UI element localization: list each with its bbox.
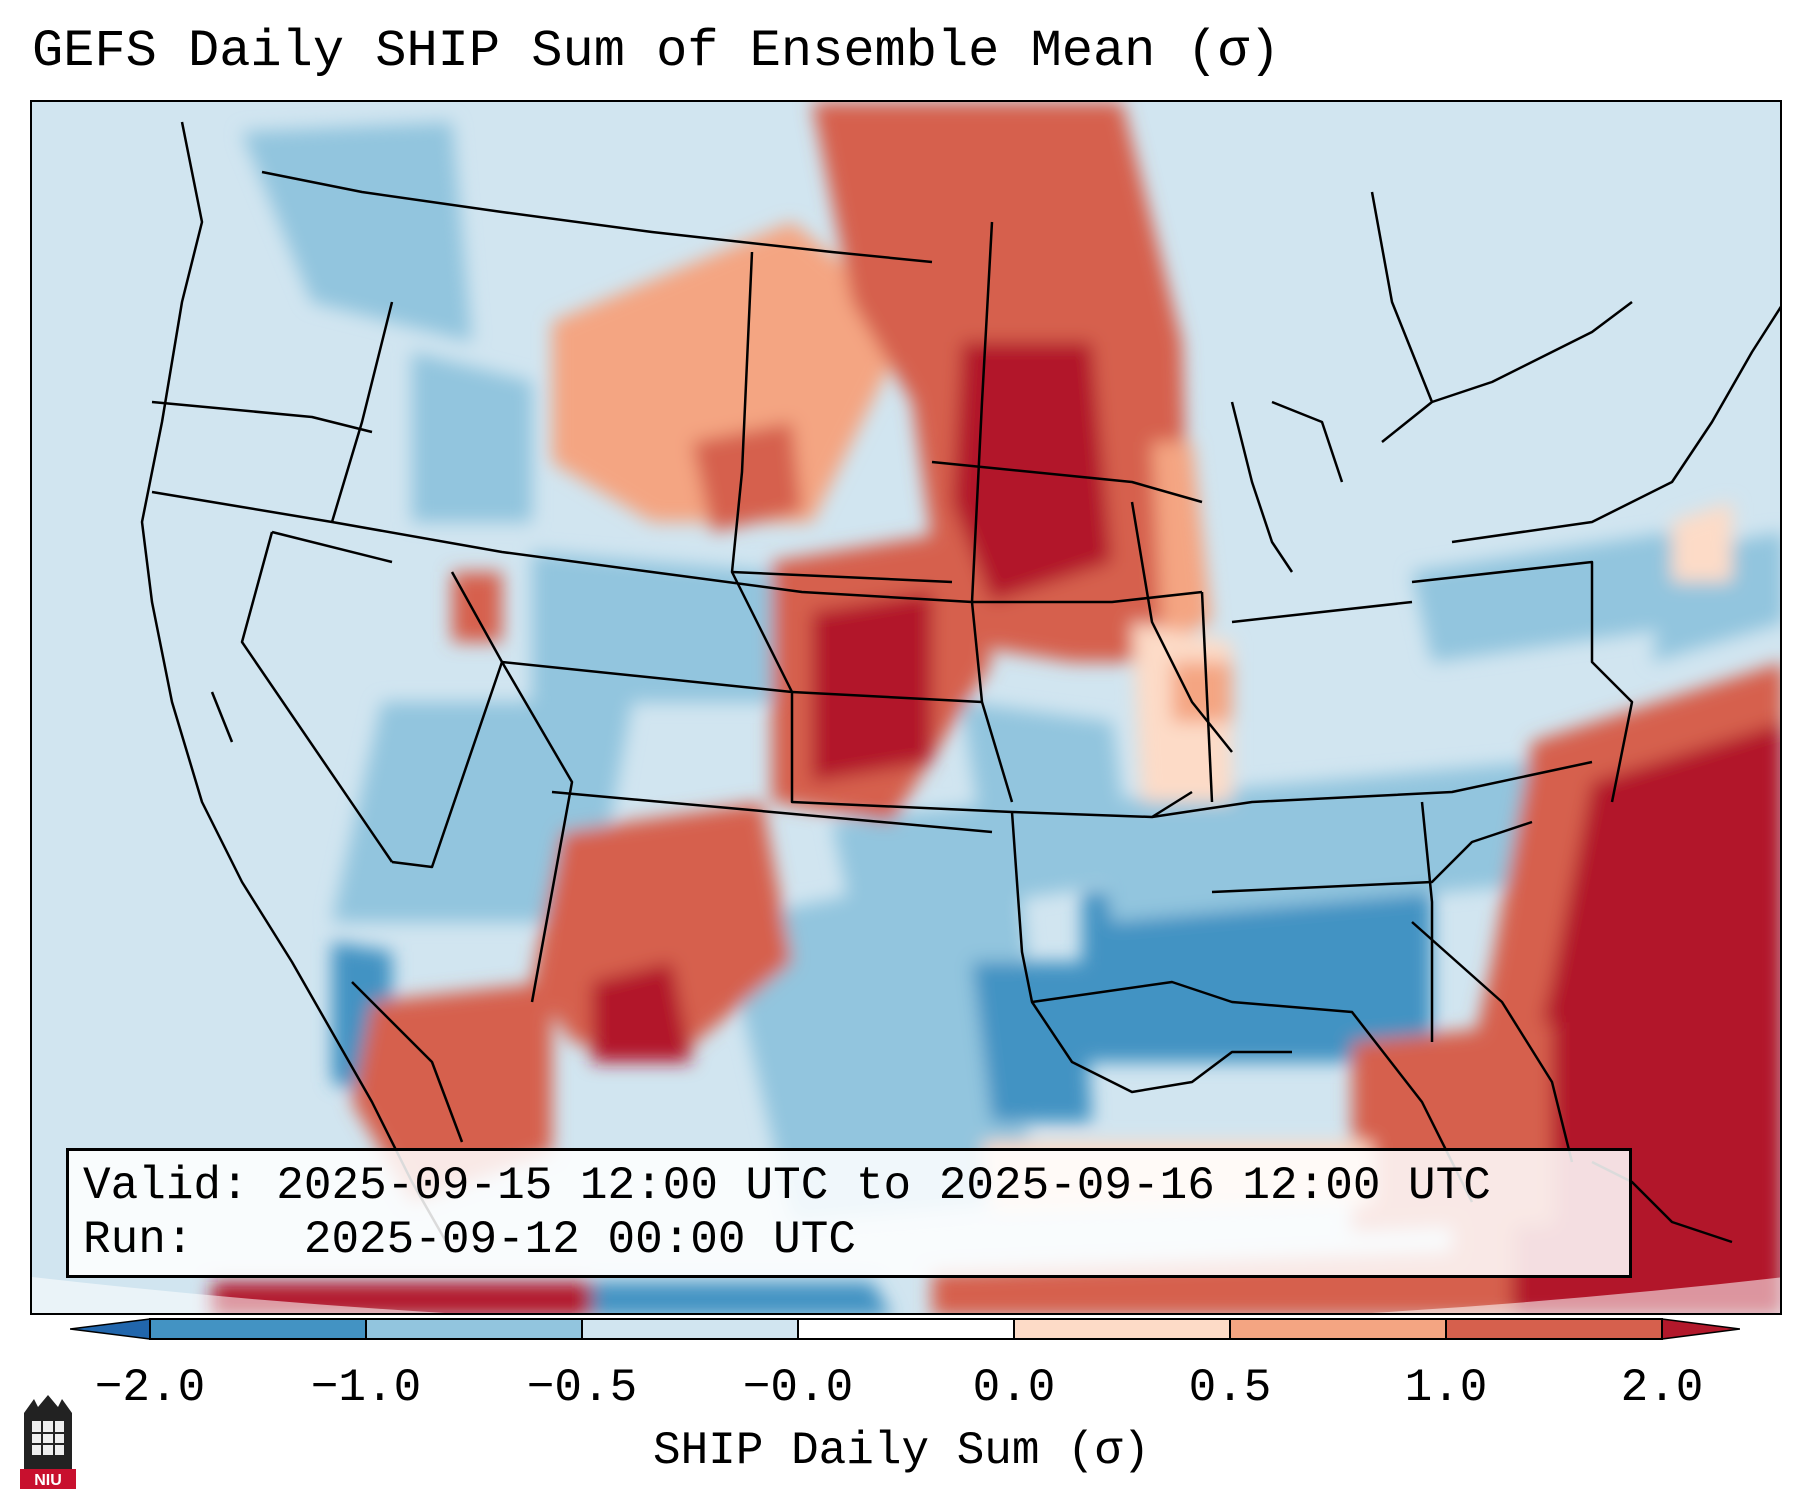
colorbar-tick-label: 0.0 [972,1362,1056,1414]
colorbar-tick-label: 0.5 [1188,1362,1272,1414]
valid-value: 2025-09-15 12:00 UTC to 2025-09-16 12:00… [276,1160,1491,1212]
validity-info-box: Valid: 2025-09-15 12:00 UTC to 2025-09-1… [66,1148,1632,1278]
state-boundaries [140,121,1780,1253]
colorbar-segment-2 [582,1319,798,1339]
run-row: Run: 2025-09-12 00:00 UTC [83,1213,1629,1267]
colorbar-tick-label: −0.0 [742,1362,854,1414]
colorbar [70,1318,1740,1340]
map-panel[interactable] [30,100,1782,1315]
colorbar-segment-6 [1446,1319,1662,1339]
colorbar-tick-label: −2.0 [94,1362,206,1414]
colorbar-segment-3 [798,1319,1014,1339]
niu-logo-icon: NIU [20,1395,76,1489]
niu-logo-text: NIU [34,1472,62,1489]
map-title: GEFS Daily SHIP Sum of Ensemble Mean (σ) [32,22,1281,81]
colorbar-extend-high [1661,1318,1740,1340]
colorbar-tick-label: 2.0 [1620,1362,1704,1414]
colorbar-tick-label: −1.0 [310,1362,422,1414]
run-label: Run: [83,1214,194,1266]
colorbar-segment-1 [366,1319,582,1339]
colorbar-segment-0 [150,1319,366,1339]
valid-label: Valid: [83,1160,249,1212]
colorbar-extend-low [70,1318,151,1340]
colorbar-segment-5 [1230,1319,1446,1339]
run-value: 2025-09-12 00:00 UTC [303,1214,856,1266]
colorbar-tick-label: 1.0 [1404,1362,1488,1414]
colorbar-label: SHIP Daily Sum (σ) [653,1425,1150,1477]
valid-row: Valid: 2025-09-15 12:00 UTC to 2025-09-1… [83,1159,1629,1213]
colorbar-tick-label: −0.5 [526,1362,638,1414]
colorbar-segment-4 [1014,1319,1230,1339]
map-canvas [32,102,1780,1313]
